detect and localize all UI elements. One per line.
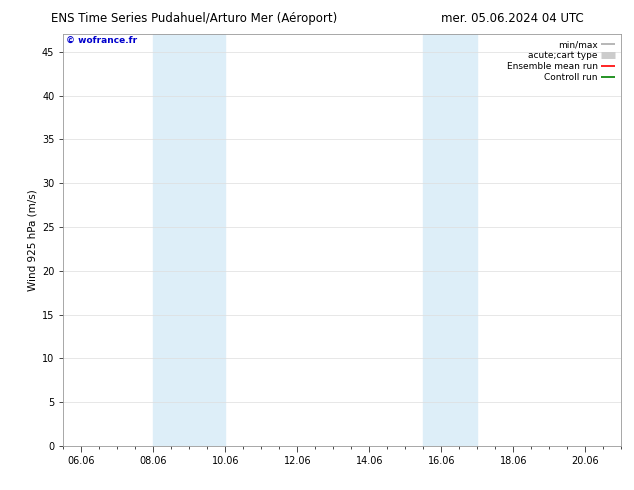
Y-axis label: Wind 925 hPa (m/s): Wind 925 hPa (m/s): [28, 189, 37, 291]
Text: ENS Time Series Pudahuel/Arturo Mer (Aéroport): ENS Time Series Pudahuel/Arturo Mer (Aér…: [51, 12, 337, 25]
Text: mer. 05.06.2024 04 UTC: mer. 05.06.2024 04 UTC: [441, 12, 583, 25]
Text: © wofrance.fr: © wofrance.fr: [66, 36, 138, 46]
Bar: [153, 34, 225, 446]
Legend: min/max, acute;cart type, Ensemble mean run, Controll run: min/max, acute;cart type, Ensemble mean …: [505, 39, 617, 84]
Bar: [424, 34, 477, 446]
